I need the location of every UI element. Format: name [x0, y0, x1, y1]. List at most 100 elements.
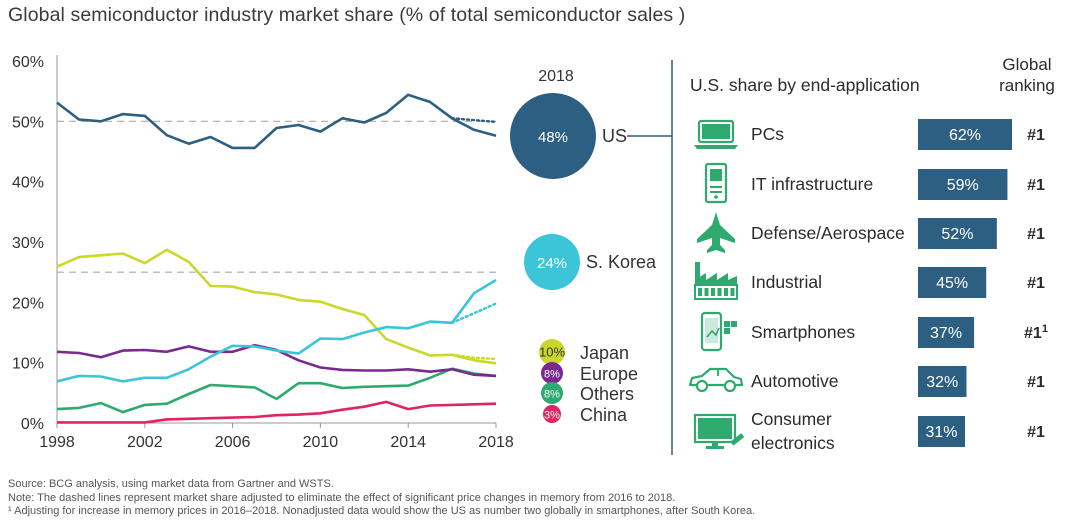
- server-case: [704, 162, 728, 204]
- series-line-china: [57, 400, 497, 424]
- y-tick-label: 0%: [21, 416, 44, 433]
- factory-window: [717, 288, 722, 296]
- share-bar: [918, 416, 965, 447]
- rank-label: #1: [1027, 177, 1045, 194]
- source-note: Source: BCG analysis, using market data …: [8, 478, 334, 490]
- ranking-heading: Global: [1002, 55, 1051, 74]
- chart-title: Global semiconductor industry market sha…: [8, 4, 686, 26]
- application-name: Defense/Aerospace: [751, 223, 905, 243]
- bubbles-layer: 2018 48% US 24% S. Korea 10% Japan 8% Europe 8% Ot…: [510, 68, 672, 425]
- footnotes: Source: BCG analysis, using market data …: [8, 478, 755, 519]
- car-icon: [688, 367, 744, 393]
- series-line-japan: [56, 248, 497, 365]
- series-adjusted-line-korea: [450, 302, 498, 324]
- phone-tile: [724, 328, 730, 334]
- application-row: IT infrastructure 59% #1: [704, 162, 1045, 204]
- application-name: PCs: [751, 124, 784, 144]
- y-tick-label: 40%: [12, 175, 44, 192]
- share-bar: [918, 218, 997, 249]
- server-icon: [704, 162, 728, 204]
- x-tick-label: 1998: [39, 434, 75, 451]
- x-tick-label: 2014: [390, 434, 426, 451]
- phone-chart: [706, 327, 720, 338]
- bubble-others: [541, 382, 563, 404]
- rank-label: #1: [1027, 275, 1045, 292]
- factory-roof: [695, 273, 737, 284]
- phone-tile: [724, 321, 730, 327]
- application-row: Defense/Aerospace 52% #1: [697, 212, 1045, 253]
- tv-remote: [730, 433, 744, 446]
- smartphone-icon: [700, 311, 737, 352]
- application-name: Consumer: [751, 409, 832, 429]
- application-name: Smartphones: [751, 322, 855, 342]
- laptop-icon: [694, 119, 738, 149]
- y-tick-label: 10%: [12, 356, 44, 373]
- factory-window: [698, 288, 702, 296]
- server-led: [714, 195, 718, 199]
- share-bar-label: 31%: [925, 424, 957, 441]
- share-bar: [918, 317, 975, 348]
- bubble-name-korea: S. Korea: [586, 252, 657, 272]
- series-line-korea: [56, 278, 497, 383]
- tv-stand: [712, 442, 718, 447]
- ranking-heading: ranking: [999, 76, 1055, 95]
- share-bar-label: 62%: [949, 127, 981, 144]
- application-name: IT infrastructure: [751, 174, 873, 194]
- bubble-value-us: 48%: [538, 129, 568, 146]
- factory-body: [694, 284, 738, 300]
- share-bar: [918, 366, 967, 397]
- share-bar-label: 59%: [947, 177, 979, 194]
- factory-window: [730, 288, 735, 296]
- x-tick-label: 2006: [215, 434, 251, 451]
- application-name: electronics: [751, 433, 835, 453]
- bubble-korea: [524, 234, 580, 290]
- phone-body: [700, 311, 723, 352]
- tv-base: [706, 446, 724, 449]
- application-row: Automotive 32% #1: [688, 366, 1045, 397]
- jet-shape: [697, 212, 735, 253]
- x-tick-label: 2018: [478, 434, 514, 451]
- rank-footnote-marker: 1: [1042, 323, 1048, 335]
- series-adjusted-line-us: [450, 117, 498, 124]
- series-line-others: [56, 367, 497, 414]
- rank-label: #1: [1027, 374, 1045, 391]
- y-tick-label: 50%: [12, 114, 44, 131]
- x-tick-label: 2002: [127, 434, 163, 451]
- bubble-value-others: 8%: [544, 389, 560, 401]
- car-wheel: [723, 379, 737, 393]
- share-bar: [918, 267, 987, 298]
- footnote-1: ¹ Adjusting for increase in memory price…: [8, 505, 756, 517]
- laptop-screen: [697, 119, 735, 144]
- us-application-panel: U.S. share by end-application Global ranki…: [671, 55, 1055, 455]
- application-row: Consumer electronics 31% #1: [693, 409, 1045, 453]
- application-name: Automotive: [751, 371, 839, 391]
- share-bar-label: 45%: [936, 275, 968, 292]
- bubble-china: [543, 405, 561, 423]
- factory-chimney: [695, 262, 700, 284]
- bubble-name-china: China: [580, 405, 628, 425]
- bubble-name-others: Others: [580, 384, 634, 404]
- application-row: Industrial 45% #1: [694, 262, 1045, 300]
- factory-window: [724, 288, 728, 296]
- tv-icon: [693, 413, 744, 449]
- rank-label: #1: [1027, 226, 1045, 243]
- bubble-name-us: US: [602, 126, 627, 146]
- server-panel: [710, 169, 722, 181]
- bubble-name-japan: Japan: [580, 343, 629, 363]
- phone-tile: [731, 321, 737, 327]
- bubble-us: [510, 93, 596, 179]
- y-tick-label: 30%: [12, 235, 44, 252]
- share-bar-label: 52%: [941, 226, 973, 243]
- bubble-value-japan: 10%: [539, 345, 565, 360]
- bubble-europe: [541, 362, 563, 384]
- axes-layer: 0% 10% 20% 30% 40% 50% 60% 1998 2002 2006 2010 2014…: [12, 54, 514, 451]
- share-bar-label: 37%: [930, 325, 962, 342]
- series-line-us: [56, 93, 497, 150]
- rank-label: #1: [1027, 127, 1045, 144]
- panel-heading: U.S. share by end-application: [690, 75, 920, 95]
- application-row: PCs 62% #1: [694, 119, 1045, 150]
- bubble-value-korea: 24%: [537, 255, 567, 272]
- factory-window: [711, 288, 715, 296]
- car-body: [688, 367, 744, 387]
- bubble-name-europe: Europe: [580, 364, 638, 384]
